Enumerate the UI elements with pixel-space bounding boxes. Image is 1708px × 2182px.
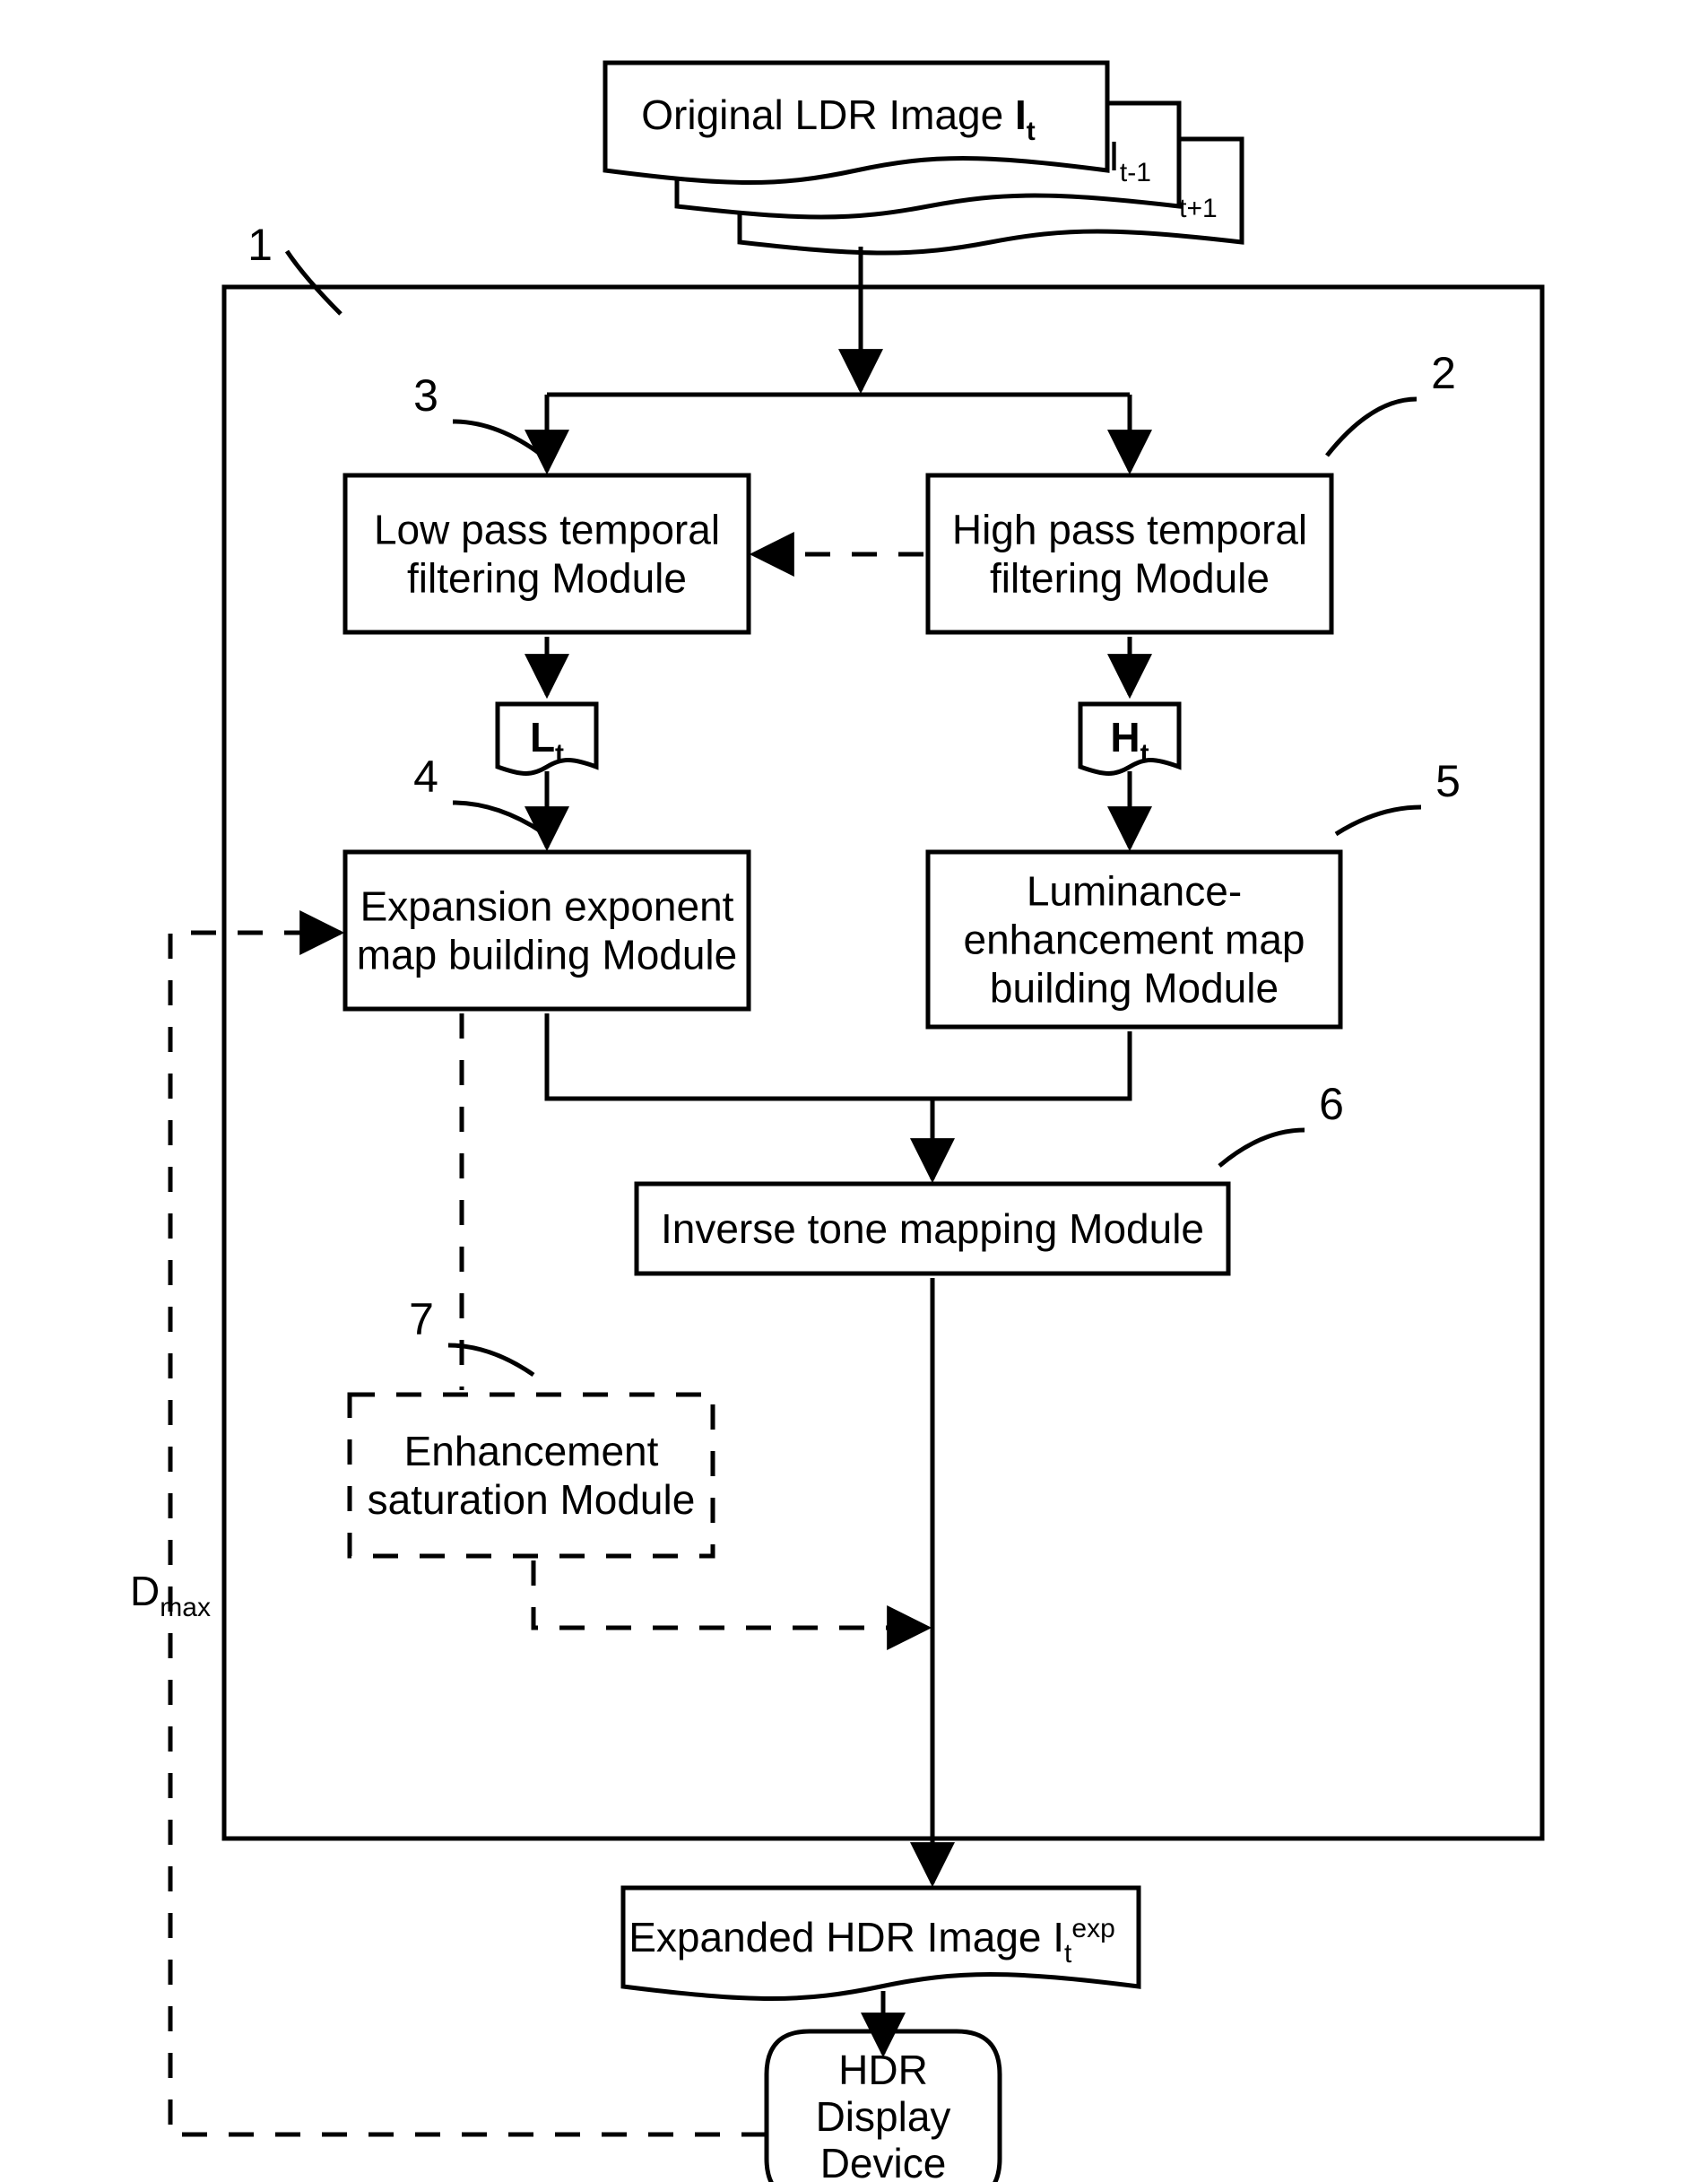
svg-text:3: 3 [413, 370, 438, 421]
svg-text:enhancement map: enhancement map [963, 917, 1305, 963]
svg-text:Original LDR Image It: Original LDR Image It [641, 91, 1036, 146]
svg-text:filtering Module: filtering Module [990, 555, 1270, 602]
svg-text:Enhancement: Enhancement [404, 1428, 659, 1474]
svg-text:7: 7 [409, 1294, 434, 1344]
svg-text:Expansion exponent: Expansion exponent [360, 883, 734, 930]
svg-text:building Module: building Module [990, 965, 1279, 1012]
svg-text:Expanded HDR Image Itexp: Expanded HDR Image Itexp [629, 1914, 1115, 1969]
svg-text:Device: Device [820, 2140, 947, 2182]
svg-text:1: 1 [247, 220, 273, 270]
svg-text:5: 5 [1435, 756, 1461, 806]
svg-text:Dmax: Dmax [130, 1568, 211, 1622]
svg-text:6: 6 [1319, 1079, 1344, 1129]
svg-text:High pass temporal: High pass temporal [952, 507, 1307, 553]
flowchart-canvas: 1It+1It-1Original LDR Image ItLow pass t… [0, 0, 1708, 2182]
svg-text:Luminance-: Luminance- [1027, 868, 1242, 915]
svg-text:Display: Display [816, 2093, 951, 2140]
svg-text:2: 2 [1431, 348, 1456, 398]
svg-text:4: 4 [413, 752, 438, 802]
svg-text:Inverse tone mapping Module: Inverse tone mapping Module [661, 1205, 1204, 1252]
svg-text:saturation Module: saturation Module [368, 1476, 696, 1523]
svg-text:map building Module: map building Module [357, 932, 738, 978]
svg-text:Low pass temporal: Low pass temporal [374, 507, 720, 553]
svg-text:filtering Module: filtering Module [407, 555, 687, 602]
